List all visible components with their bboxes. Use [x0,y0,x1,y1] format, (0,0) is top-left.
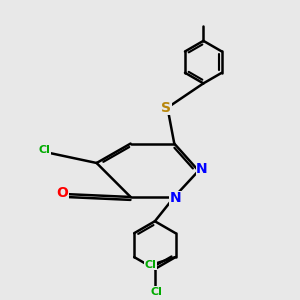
Text: N: N [196,162,208,176]
Text: O: O [56,186,68,200]
Text: Cl: Cl [39,146,50,155]
Text: N: N [170,191,182,206]
Text: S: S [161,100,171,115]
Text: Cl: Cl [144,260,156,270]
Text: Cl: Cl [150,287,162,297]
